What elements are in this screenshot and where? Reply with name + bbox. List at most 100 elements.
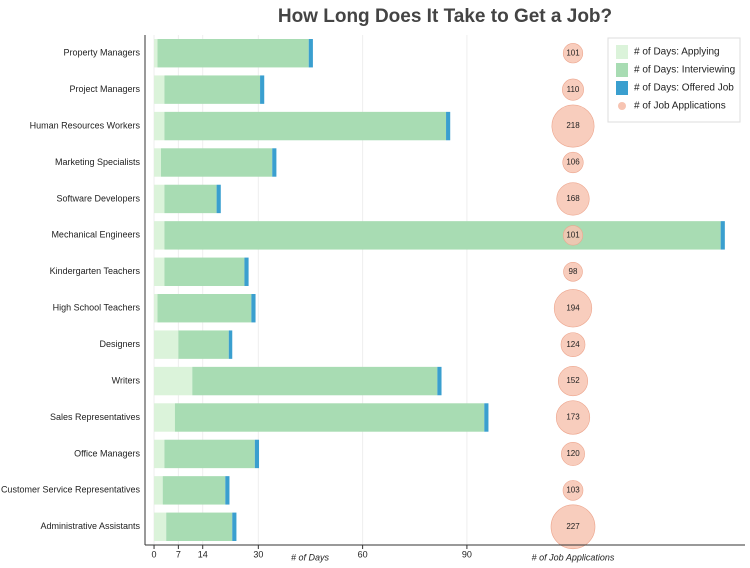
bar-segment <box>225 476 230 505</box>
bubble <box>562 225 584 246</box>
bar-segment <box>154 294 158 323</box>
y-tick-label: Writers <box>112 375 141 385</box>
bar-segment <box>164 257 245 286</box>
bar-segment <box>154 403 175 432</box>
bar-segment <box>251 294 256 323</box>
x-tick-label: 0 <box>152 549 157 559</box>
bar-segment <box>228 330 233 359</box>
x-tick-label: 90 <box>462 549 472 559</box>
bar-segment <box>260 75 265 104</box>
legend-swatch <box>618 102 626 110</box>
bar-segment <box>166 512 233 541</box>
bar-segment <box>157 39 309 68</box>
bar-segment <box>164 184 217 214</box>
bubble <box>556 182 590 216</box>
bar-segment <box>720 221 725 250</box>
bubble <box>562 78 584 101</box>
bubble-label: 194 <box>566 303 580 312</box>
bubble <box>555 400 591 435</box>
bar-segment <box>160 148 273 177</box>
bar-segment <box>437 366 442 396</box>
legend-label: # of Days: Offered Job <box>634 83 734 94</box>
bubble-label: 98 <box>569 267 578 276</box>
bubble <box>553 289 593 328</box>
legend-label: # of Job Applications <box>634 101 726 112</box>
bar-segment <box>232 512 237 541</box>
bubble <box>562 43 584 64</box>
bar-segment <box>154 512 167 541</box>
legend-swatch <box>616 81 628 95</box>
bar-segment <box>484 403 489 432</box>
x-tick-label: 30 <box>253 549 263 559</box>
bar-segment <box>154 221 165 250</box>
bar-segment <box>154 257 165 286</box>
bubble <box>562 480 584 501</box>
bar-segment <box>272 148 277 177</box>
legend-swatch <box>616 45 628 59</box>
bar-segment <box>164 221 721 250</box>
y-tick-label: Administrative Assistants <box>40 521 140 531</box>
x-axis-label: # of Days <box>291 552 330 562</box>
bar-segment <box>154 39 158 68</box>
bar-segment <box>154 148 161 177</box>
y-tick-label: High School Teachers <box>53 303 141 313</box>
bubble-label: 110 <box>567 85 580 94</box>
bar-segment <box>192 366 438 396</box>
bubble-label: 101 <box>566 230 580 239</box>
bar-segment <box>216 184 221 214</box>
y-tick-label: Human Resources Workers <box>30 120 141 130</box>
bar-segment <box>446 111 451 141</box>
legend-label: # of Days: Interviewing <box>634 65 735 76</box>
bar-segment <box>157 294 252 323</box>
bar-segment <box>154 330 179 359</box>
bar-segment <box>244 257 249 286</box>
legend-swatch <box>616 63 628 77</box>
x-tick-label: 14 <box>198 549 208 559</box>
y-tick-label: Customer Service Representatives <box>1 485 141 495</box>
bubble-label: 168 <box>566 194 580 203</box>
bubble <box>560 332 586 357</box>
y-tick-label: Software Developers <box>56 193 140 203</box>
y-tick-label: Kindergarten Teachers <box>50 266 141 276</box>
bar-segment <box>154 111 165 141</box>
bubble-label: 227 <box>566 522 580 531</box>
bar-segment <box>154 184 165 214</box>
bar-segment <box>154 439 165 469</box>
y-tick-label: Mechanical Engineers <box>51 230 140 240</box>
bubble <box>551 104 595 148</box>
y-tick-label: Office Managers <box>74 448 140 458</box>
bar-segment <box>164 75 261 104</box>
bar-segment <box>164 111 447 141</box>
x-tick-label: 7 <box>176 549 181 559</box>
bubble <box>562 151 584 174</box>
bubble-axis-label: # of Job Applications <box>532 552 615 562</box>
bubble <box>557 366 589 397</box>
bar-segment <box>154 75 165 104</box>
bar-segment <box>308 39 313 68</box>
chart-title: How Long Does It Take to Get a Job? <box>278 6 612 27</box>
bar-segment <box>154 476 163 505</box>
y-tick-label: Marketing Specialists <box>55 157 141 167</box>
bubble-label: 103 <box>566 485 580 494</box>
y-tick-label: Property Managers <box>63 48 140 58</box>
y-tick-label: Designers <box>99 339 140 349</box>
bubble-label: 124 <box>566 340 580 349</box>
bubble <box>550 504 596 550</box>
x-tick-label: 60 <box>358 549 368 559</box>
bar-segment <box>154 366 193 396</box>
bubble-label: 120 <box>566 449 580 458</box>
bar-segment <box>174 403 485 432</box>
y-tick-label: Sales Representatives <box>50 412 141 422</box>
bubble-label: 106 <box>566 158 580 167</box>
legend-box <box>607 37 741 123</box>
bubble-label: 218 <box>566 121 580 130</box>
bubble <box>561 441 585 466</box>
bubble-label: 173 <box>566 413 580 422</box>
y-tick-label: Project Managers <box>69 84 140 94</box>
bar-segment <box>164 439 255 469</box>
bubble-label: 101 <box>566 48 580 57</box>
bubble-label: 152 <box>566 376 580 385</box>
bar-segment <box>254 439 260 469</box>
legend-label: # of Days: Applying <box>634 47 720 58</box>
